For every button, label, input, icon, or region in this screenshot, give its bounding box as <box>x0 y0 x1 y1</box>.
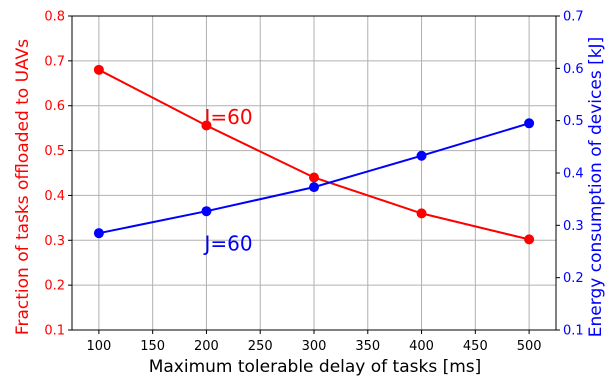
x-tick-label: 300 <box>302 339 327 354</box>
series-2-point <box>93 228 104 239</box>
right-tick-label: 0.3 <box>563 219 584 234</box>
x-tick-label: 450 <box>463 339 488 354</box>
x-axis: 100 150 200 250 300 350 400 450 500 <box>86 330 542 354</box>
left-tick-label: 0.4 <box>44 189 65 204</box>
series-2-annotation: J=60 <box>202 232 252 256</box>
series-2-point <box>309 182 319 193</box>
x-tick-label: 150 <box>140 339 165 354</box>
right-tick-label: 0.4 <box>563 167 584 182</box>
x-tick-label: 350 <box>355 339 380 354</box>
series-1-point <box>309 172 319 183</box>
x-tick-label: 250 <box>248 339 273 354</box>
x-tick-label: 100 <box>86 339 111 354</box>
right-tick-label: 0.1 <box>563 324 584 339</box>
right-tick-label: 0.6 <box>563 62 584 77</box>
x-tick-label: 200 <box>194 339 219 354</box>
x-tick-label: 500 <box>517 339 542 354</box>
left-tick-label: 0.3 <box>44 234 65 249</box>
series-1-point <box>524 234 535 245</box>
left-tick-label: 0.5 <box>44 144 65 159</box>
right-tick-label: 0.7 <box>563 10 584 25</box>
series-1-point <box>201 120 212 131</box>
right-axis-label: Energy consumption of devices [kJ] <box>586 37 606 337</box>
right-tick-label: 0.2 <box>563 271 584 286</box>
right-tick-label: 0.5 <box>563 114 584 129</box>
left-tick-label: 0.2 <box>44 279 65 294</box>
series-2-point <box>201 206 212 217</box>
series-2-point <box>416 150 427 161</box>
series-1-annotation: J=60 <box>202 105 252 129</box>
series-layer: J=60 J=60 <box>93 64 535 256</box>
series-1-point <box>416 208 427 219</box>
left-axis: 0.1 0.2 0.3 0.4 0.5 0.6 0.7 0.8 <box>44 10 72 339</box>
series-2-point <box>524 118 535 129</box>
right-axis: 0.1 0.2 0.3 0.4 0.5 0.6 0.7 <box>556 10 584 339</box>
x-tick-label: 400 <box>409 339 434 354</box>
left-tick-label: 0.6 <box>44 99 65 114</box>
x-axis-label: Maximum tolerable delay of tasks [ms] <box>149 357 482 377</box>
left-tick-label: 0.1 <box>44 324 65 339</box>
left-tick-label: 0.8 <box>44 10 65 25</box>
series-1-point <box>93 64 104 75</box>
left-axis-label: Fraction of tasks offloaded to UAVs <box>13 39 33 335</box>
left-tick-label: 0.7 <box>44 54 65 69</box>
